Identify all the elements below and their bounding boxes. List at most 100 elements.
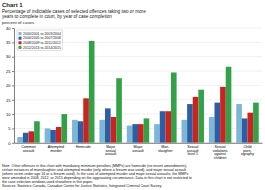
grid-line <box>14 71 262 72</box>
legend-frame <box>17 30 62 50</box>
bar <box>198 90 204 143</box>
legend-swatch <box>19 37 22 40</box>
x-tick-label: Majorsexualassault <box>105 145 116 157</box>
bar <box>160 111 166 143</box>
bar <box>187 104 193 143</box>
bar <box>99 120 105 143</box>
x-tick: Attemptedmurder <box>48 143 64 153</box>
legend-item: 2012/2013 to 2014/2015 <box>19 46 62 50</box>
y-tick-label: 40 <box>6 26 11 31</box>
title: Chart 1 <box>2 2 23 8</box>
x-tick: Sexualviolationsagainstchildren <box>213 143 228 161</box>
bar <box>116 78 122 143</box>
y-axis-title: percent of cases <box>2 20 35 25</box>
bar <box>61 114 67 143</box>
y-tick-mark <box>12 143 14 144</box>
bar <box>193 97 199 143</box>
bar <box>182 120 188 143</box>
bars <box>17 41 258 143</box>
y-tick-label: 20 <box>6 83 11 88</box>
y-tick-mark <box>12 57 14 58</box>
legend-swatch <box>19 32 22 35</box>
x-tick-label-line: assault <box>23 149 34 153</box>
legend-label: 2000/2001 to 2003/2004 <box>23 32 61 36</box>
bar <box>23 133 29 143</box>
x-tick-label-line: slaughter <box>158 149 174 153</box>
bar <box>165 111 171 143</box>
bar <box>111 117 117 143</box>
bar <box>154 124 160 143</box>
x-tick-label-line: level 1 <box>188 152 198 156</box>
x-tick: Sexualassaultlevel 1 <box>187 143 198 157</box>
y-tick: 0 <box>8 141 14 146</box>
bar <box>236 104 242 143</box>
grid-line <box>14 56 262 57</box>
bar <box>78 121 84 143</box>
legend-item: 2004/2005 to 2007/2008 <box>19 36 62 40</box>
bar <box>17 137 23 143</box>
y-tick-mark <box>12 85 14 86</box>
x-tick-label-line: children <box>214 156 227 160</box>
legend: 2000/2001 to 2003/20042004/2005 to 2007/… <box>17 30 62 50</box>
y-axis: 0 5 10 15 20 25 30 35 40 <box>6 26 14 146</box>
x-tick-label: Attemptedmurder <box>48 145 64 153</box>
bar <box>56 127 62 143</box>
x-tick: Majorassault <box>132 143 143 153</box>
y-tick-label: 35 <box>6 40 11 45</box>
bar <box>247 113 253 143</box>
y-tick-label: 15 <box>6 98 11 103</box>
x-axis: Commonassault Attemptedmurder Homicide Majo… <box>15 143 263 161</box>
bar <box>226 67 232 143</box>
x-tick-label: Homicide <box>76 145 91 149</box>
bar <box>29 131 35 142</box>
x-tick: Majorsexualassault <box>105 143 116 157</box>
bar <box>72 120 78 143</box>
bar <box>138 124 144 143</box>
bar <box>127 126 133 143</box>
subtitle: years to complete in court, by year of c… <box>2 14 112 19</box>
y-tick-mark <box>12 28 14 29</box>
bar <box>171 72 177 142</box>
legend-label: 2012/2013 to 2014/2015 <box>23 46 61 50</box>
y-tick: 30 <box>6 54 14 59</box>
series <box>34 41 259 143</box>
legend-swatch <box>19 46 22 49</box>
legend-item: 2000/2001 to 2003/2004 <box>19 32 62 36</box>
y-tick-mark <box>12 128 14 129</box>
bar <box>132 124 138 143</box>
bar <box>50 130 56 143</box>
y-tick: 10 <box>6 112 14 117</box>
bar <box>105 108 111 142</box>
x-tick-label-line: assault <box>105 152 116 156</box>
x-tick-label-line: ography <box>241 152 254 156</box>
x-tick-label: Sexualviolationsagainstchildren <box>213 145 228 161</box>
y-tick: 40 <box>6 26 14 31</box>
x-tick-label: Childporn-ography <box>241 145 254 157</box>
x-tick: Man-slaughter <box>158 143 174 153</box>
bar <box>45 128 51 142</box>
x-tick: Commonassault <box>21 143 36 153</box>
grid-line <box>14 85 262 86</box>
bar <box>209 117 215 143</box>
x-tick-label: Sexualassaultlevel 1 <box>187 145 198 157</box>
x-tick-label: Majorassault <box>132 145 143 153</box>
y-tick-mark <box>12 114 14 115</box>
legend-label: 2004/2005 to 2007/2008 <box>23 36 61 40</box>
y-tick-mark <box>12 71 14 72</box>
bar <box>144 118 150 142</box>
bar <box>34 121 40 143</box>
series <box>23 103 248 143</box>
y-tick-label: 5 <box>8 126 11 131</box>
grid-line <box>14 28 262 29</box>
y-tick-label: 25 <box>6 69 11 74</box>
x-tick: Homicide <box>76 143 91 149</box>
y-tick-label: 30 <box>6 54 11 59</box>
y-tick: 25 <box>6 69 14 74</box>
y-tick-mark <box>12 100 14 101</box>
bar <box>89 41 95 143</box>
bar <box>215 103 221 143</box>
note: Sources: Statistics Canada, Canadian Cen… <box>2 184 162 188</box>
grid <box>14 28 262 143</box>
x-tick-label-line: assault <box>132 149 143 153</box>
x-tick-label: Man-slaughter <box>158 145 174 153</box>
